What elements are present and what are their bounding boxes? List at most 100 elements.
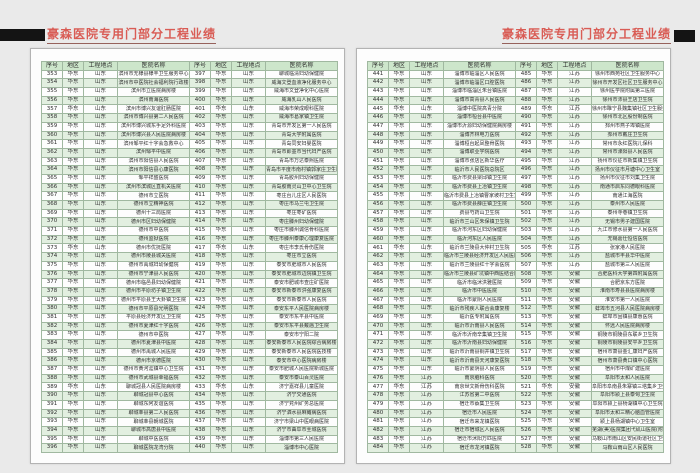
cell-num: 462 xyxy=(367,252,389,262)
cell-loc: 江苏 xyxy=(409,399,444,410)
cell-region: 华东 xyxy=(388,391,410,401)
cell-region: 华东 xyxy=(536,321,558,332)
table-row: 467 华东 山东 临沂市蒙阴人民医院 511 华东 安徽 淮安市第一人民医院 xyxy=(367,295,664,306)
cell-region: 华东 xyxy=(388,382,410,393)
cell-num: 409 xyxy=(189,173,211,184)
cell-name: 淮南市寿县县医院病房楼 xyxy=(591,286,664,297)
cell-loc: 山东 xyxy=(409,130,444,141)
cell-region: 华东 xyxy=(536,69,558,80)
cell-region: 华东 xyxy=(210,95,232,106)
cell-num: 470 xyxy=(367,321,389,332)
table-row: 356 华东 山东 滨州南海医院 400 华东 山东 威海乳山人民医院 xyxy=(41,95,338,106)
cell-num: 380 xyxy=(41,304,63,314)
cell-name: 德州市立精神医院 xyxy=(117,200,190,210)
table-row: 382 华东 山东 德州市夏津红十字医院 426 华东 山东 泰安市东平县戴庙卫生院 xyxy=(41,321,338,332)
cell-num: 390 xyxy=(41,391,63,401)
table-row: 484 华东 江苏 宿迁市龙河镇医院 528 华东 安徽 马鞍山雨山区人民医院 xyxy=(367,443,664,453)
cell-loc: 山东 xyxy=(231,408,266,419)
cell-loc: 山东 xyxy=(231,243,266,254)
cell-name: 德州监狱医院 xyxy=(117,234,190,245)
cell-num: 378 xyxy=(41,286,63,297)
cell-loc: 江苏 xyxy=(557,165,592,175)
table-row: 374 华东 山东 德州市陵县城关医院 418 华东 山东 枣庄市立医院 xyxy=(41,252,338,262)
cell-region: 华东 xyxy=(210,373,232,384)
cell-loc: 山东 xyxy=(83,226,118,236)
cell-region: 华东 xyxy=(388,399,410,410)
cell-region: 华东 xyxy=(536,304,558,314)
cell-name: 聊城冠县中心医院 xyxy=(117,391,190,401)
cell-num: 375 xyxy=(41,260,63,271)
projects-table-1: 序号 地区 工程地点 医院名称 序号 地区 工程地点 医院名称 353 华东 山东 滨州市无棣县棣丰卫… xyxy=(41,61,338,453)
cell-loc: 江苏 xyxy=(557,78,592,89)
cell-name: 徐州市睢宁县魏集镇社区卫生服务中心 xyxy=(591,104,664,115)
cell-num: 493 xyxy=(515,139,537,149)
decoration-bar-left xyxy=(0,29,45,41)
cell-name: 铜陵市铜陵县东联乡卫生院 xyxy=(591,330,664,340)
cell-num: 516 xyxy=(515,339,537,349)
cell-loc: 山东 xyxy=(409,347,444,358)
cell-name: 临沂市沂南县妇幼保健院 xyxy=(443,339,516,349)
cell-region: 华东 xyxy=(536,399,558,410)
cell-region: 华东 xyxy=(388,104,410,115)
cell-region: 华东 xyxy=(62,121,84,132)
cell-region: 华东 xyxy=(210,269,232,280)
cell-num: 519 xyxy=(515,365,537,375)
table-row: 457 华东 山东 费县芍药山卫生院 501 华东 江苏 泰州寺巷镇卫生院 xyxy=(367,208,664,219)
cell-loc: 江苏 xyxy=(409,373,444,384)
cell-loc: 山东 xyxy=(231,278,266,288)
projects-table-2: 序号 地区 工程地点 医院名称 序号 地区 工程地点 医院名称 441 华东 山东 淄博市临淄区人民医… xyxy=(367,61,664,453)
cell-region: 华东 xyxy=(388,130,410,141)
cell-name: 淄博市中心医院 xyxy=(265,443,338,453)
cell-name: 宿迁市龙河镇医院 xyxy=(443,443,516,453)
cell-num: 402 xyxy=(189,113,211,123)
cell-region: 华东 xyxy=(62,321,84,332)
cell-loc: 山东 xyxy=(409,121,444,132)
cell-loc: 山东 xyxy=(231,347,266,358)
cell-name: 淄博市高青县人民医院 xyxy=(443,95,516,106)
table-row: 383 华东 山东 德州市中医院 427 华东 山东 泰安市宁阳二院 xyxy=(41,330,338,340)
table-row: 475 华东 山东 临沂市蒙阴县人民医院 519 华东 安徽 宿州市中煤矿建医院 xyxy=(367,365,664,375)
column-header: 医院名称 xyxy=(117,61,190,71)
table-row: 483华东江苏宿迁市沭阳万匹医院527华东安徽马鞍山市雨山区安民街道社区卫生中心 xyxy=(367,434,664,445)
cell-loc: 山东 xyxy=(231,147,266,158)
cell-region: 华东 xyxy=(210,382,232,393)
cell-loc: 江苏 xyxy=(557,182,592,193)
cell-num: 410 xyxy=(189,182,211,193)
cell-name: 淄博市临淄区人民医院 xyxy=(443,69,516,80)
cell-name: 淄博市第三人民医院 xyxy=(265,434,338,445)
cell-name: 滨州南海医院 xyxy=(117,95,190,106)
cell-name: 枣庄市滕州诚信骨科医院 xyxy=(265,226,338,236)
cell-loc: 安徽 xyxy=(557,339,592,349)
cell-name: 聊城临清妇幼保健院 xyxy=(265,69,338,80)
cell-loc: 山东 xyxy=(83,147,118,158)
cell-num: 481 xyxy=(367,417,389,427)
cell-num: 497 xyxy=(515,173,537,184)
cell-region: 华东 xyxy=(536,95,558,106)
cell-num: 446 xyxy=(367,113,389,123)
table-row: 452 华东 山东 临沂市人民医院总院区 496 华东 江苏 扬州市仪征市月塘中心卫生室 xyxy=(367,165,664,175)
table-row: 394 华东 山东 聊城市高唐县中医院 438 华东 山东 济宁市曲阜市圣城医院 xyxy=(41,425,338,436)
cell-region: 华东 xyxy=(210,295,232,306)
cell-region: 华东 xyxy=(388,260,410,271)
cell-num: 458 xyxy=(367,217,389,228)
cell-loc: 山东 xyxy=(231,312,266,323)
cell-name: 常州市溧阳县人民医院 xyxy=(591,147,664,158)
cell-name: 阜阳市颍上县泰甸卫生院 xyxy=(591,391,664,401)
cell-name: 宿迁市来龙镇医院 xyxy=(443,417,516,427)
cell-name: 马鞍山市雨山区安民街道社区卫生中心 xyxy=(591,434,664,445)
cell-region: 华东 xyxy=(62,295,84,306)
cell-loc: 山东 xyxy=(231,443,266,453)
table-row: 474 华东 山东 临沂市沂南县天河康复医院 518 华东 安徽 宿州市萧县黄口镇中心医院 xyxy=(367,356,664,367)
cell-num: 426 xyxy=(189,321,211,332)
cell-region: 华东 xyxy=(388,191,410,201)
cell-loc: 山东 xyxy=(83,165,118,175)
cell-num: 453 xyxy=(367,173,389,184)
cell-region: 华东 xyxy=(388,321,410,332)
cell-num: 361 xyxy=(41,139,63,149)
cell-num: 428 xyxy=(189,339,211,349)
table-row: 456 华东 山东 临沂市费县薛庄镇卫生院 500 华东 江苏 泰州市人民医院 xyxy=(367,200,664,210)
cell-num: 526 xyxy=(515,425,537,436)
cell-num: 498 xyxy=(515,182,537,193)
cell-region: 华东 xyxy=(388,234,410,245)
cell-loc: 安徽 xyxy=(557,382,592,393)
